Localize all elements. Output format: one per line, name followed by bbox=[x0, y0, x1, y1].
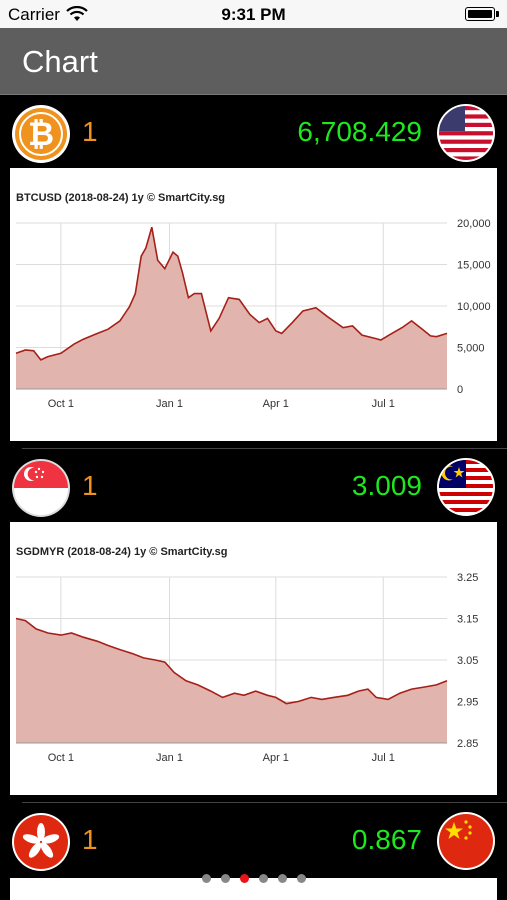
hong-kong-flag-icon bbox=[12, 813, 70, 871]
page-dot[interactable] bbox=[258, 874, 268, 883]
malaysia-flag-icon bbox=[437, 458, 495, 516]
base-amount[interactable]: 1 bbox=[82, 470, 98, 501]
chart-title: SGDMYR (2018-08-24) 1y © SmartCity.sg bbox=[16, 546, 227, 558]
y-tick-label: 3.25 bbox=[457, 572, 478, 584]
y-tick-label: 3.05 bbox=[457, 655, 478, 667]
y-tick-label: 5,000 bbox=[457, 343, 485, 355]
status-bar: Carrier 9:31 PM bbox=[0, 0, 507, 28]
y-tick-label: 2.95 bbox=[457, 697, 478, 709]
page-indicator[interactable] bbox=[0, 870, 507, 883]
chart-card-partial bbox=[10, 878, 497, 900]
wifi-icon bbox=[66, 6, 88, 21]
x-tick-label: Apr 1 bbox=[263, 752, 289, 764]
series-line bbox=[15, 226, 448, 361]
nav-bar: Chart bbox=[0, 28, 507, 95]
converted-rate: 3.009 bbox=[351, 470, 422, 501]
page-dot[interactable] bbox=[239, 874, 249, 883]
us-flag-icon bbox=[437, 104, 495, 162]
x-tick-label: Apr 1 bbox=[263, 398, 289, 410]
page-dot[interactable] bbox=[296, 874, 306, 883]
series-area bbox=[16, 227, 447, 389]
x-tick-label: Oct 1 bbox=[48, 752, 74, 764]
x-tick-label: Jul 1 bbox=[372, 398, 395, 410]
y-tick-label: 20,000 bbox=[457, 218, 491, 230]
sgdmyr-chart: SGDMYR (2018-08-24) 1y © SmartCity.sg 3.2… bbox=[10, 522, 497, 795]
singapore-flag-icon bbox=[12, 459, 70, 517]
carrier-label: Carrier bbox=[8, 5, 60, 24]
y-tick-label: 10,000 bbox=[457, 301, 491, 313]
base-amount[interactable]: 1 bbox=[82, 824, 98, 855]
converted-rate: 6,708.429 bbox=[297, 116, 422, 147]
x-tick-label: Jan 1 bbox=[156, 398, 183, 410]
svg-text:₿: ₿ bbox=[28, 116, 54, 152]
page-dot[interactable] bbox=[201, 874, 211, 883]
page-dot[interactable] bbox=[220, 874, 230, 883]
chart-title: BTCUSD (2018-08-24) 1y © SmartCity.sg bbox=[16, 192, 225, 204]
x-tick-label: Jul 1 bbox=[372, 752, 395, 764]
x-tick-label: Oct 1 bbox=[48, 398, 74, 410]
divider bbox=[22, 802, 507, 803]
y-tick-label: 2.85 bbox=[457, 738, 478, 750]
currency-pair-row[interactable]: ₿ 1 6,708.429 bbox=[0, 96, 507, 166]
series-area bbox=[16, 618, 447, 743]
page-dot[interactable] bbox=[277, 874, 287, 883]
currency-pair-row[interactable]: 1 0.867 bbox=[0, 804, 507, 874]
currency-pair-row[interactable]: 1 3.009 bbox=[0, 450, 507, 520]
china-flag-icon bbox=[437, 812, 495, 870]
page-title: Chart bbox=[22, 44, 98, 79]
divider bbox=[22, 448, 507, 449]
bitcoin-icon: ₿ bbox=[12, 105, 70, 163]
y-tick-label: 15,000 bbox=[457, 260, 491, 272]
y-tick-label: 3.15 bbox=[457, 614, 478, 626]
x-tick-label: Jan 1 bbox=[156, 752, 183, 764]
btcusd-chart: BTCUSD (2018-08-24) 1y © SmartCity.sg 20,… bbox=[10, 168, 497, 441]
battery-icon bbox=[465, 7, 499, 21]
converted-rate: 0.867 bbox=[351, 824, 422, 855]
base-amount[interactable]: 1 bbox=[82, 116, 98, 147]
y-tick-label: 0 bbox=[457, 384, 463, 396]
clock: 9:31 PM bbox=[221, 5, 286, 24]
series-line bbox=[15, 617, 448, 705]
